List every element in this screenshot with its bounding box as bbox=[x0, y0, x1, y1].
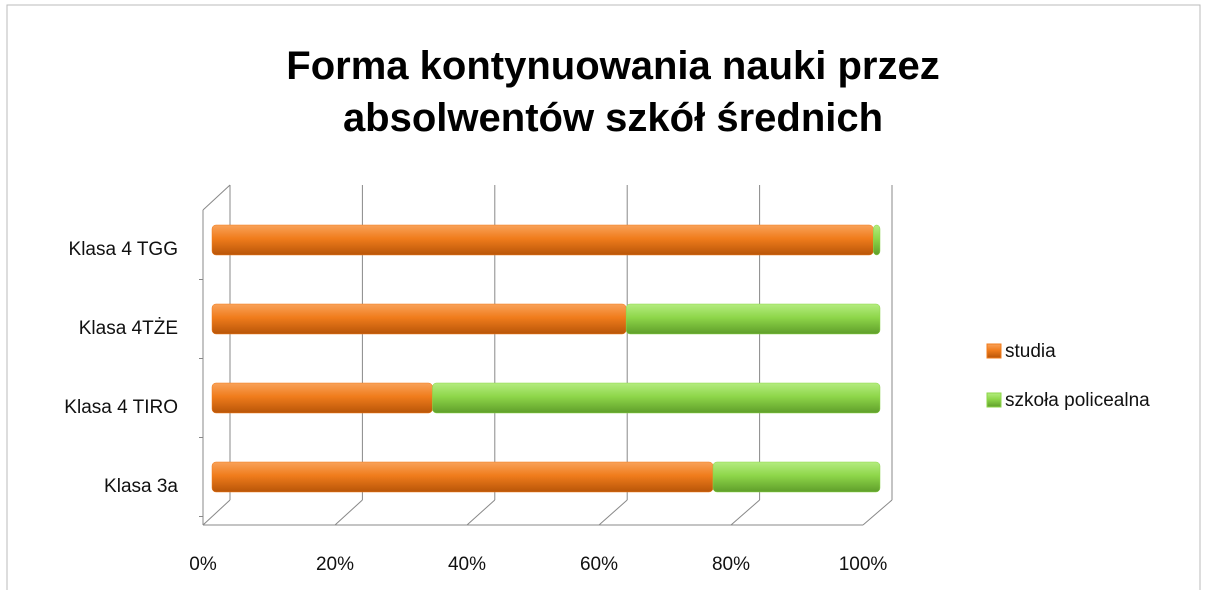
y-tick-label: Klasa 4 TIRO bbox=[64, 397, 178, 418]
grid-line bbox=[730, 499, 760, 526]
x-tick-label: 20% bbox=[316, 554, 354, 575]
chart-title: Forma kontynuowania nauki przez absolwen… bbox=[286, 44, 940, 140]
legend-label: studia bbox=[1005, 341, 1056, 362]
x-tick-label: 100% bbox=[839, 554, 888, 575]
bar bbox=[211, 224, 874, 256]
bar bbox=[625, 303, 881, 335]
axis-line bbox=[202, 184, 231, 211]
grid-line bbox=[862, 499, 893, 526]
bar bbox=[432, 382, 881, 414]
legend-swatch bbox=[986, 392, 1002, 408]
x-tick-label: 0% bbox=[189, 554, 217, 575]
grid-line bbox=[466, 499, 496, 526]
grid-line bbox=[202, 499, 231, 526]
grid-line bbox=[334, 499, 363, 526]
bar bbox=[211, 303, 627, 335]
x-tick-label: 80% bbox=[712, 554, 750, 575]
y-tick-label: Klasa 4TŻE bbox=[79, 318, 178, 339]
y-tick-label: Klasa 3a bbox=[104, 476, 178, 497]
x-tick-label: 60% bbox=[580, 554, 618, 575]
y-tick-label: Klasa 4 TGG bbox=[69, 239, 178, 260]
bar bbox=[873, 224, 881, 256]
grid-line bbox=[598, 499, 628, 526]
bar bbox=[712, 461, 881, 493]
legend-label: szkoła policealna bbox=[1005, 390, 1150, 411]
chart-border bbox=[6, 4, 1201, 590]
x-tick-label: 40% bbox=[448, 554, 486, 575]
bar bbox=[211, 461, 714, 493]
bar bbox=[211, 382, 433, 414]
legend-swatch bbox=[986, 343, 1002, 359]
